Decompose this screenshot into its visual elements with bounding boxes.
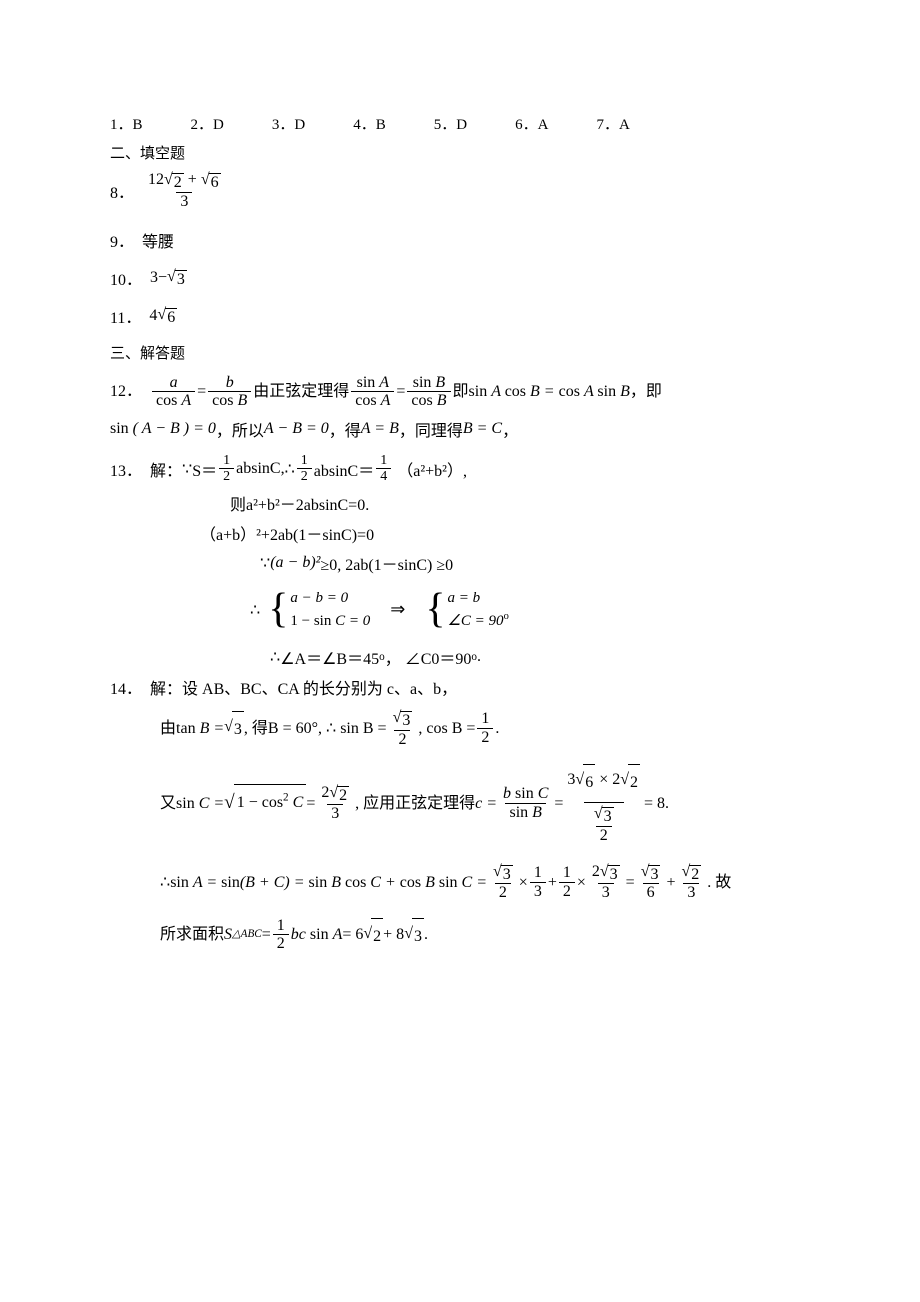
q12-eq5: B = C [463,420,502,438]
q14-line4: 所求面积 S△ABC = 12 bc sin A = 6 √2 + 8 √3 . [110,916,810,954]
q14-line3: ∴ sin A = sin(B + C) = sin B cos C + cos… [110,863,810,902]
q8-fraction: 12√2 + √6 3 [144,171,225,210]
q13-line1: 13． 解： ∵ S＝ 12 absinC, ∴ 12 absinC＝ 14 （… [110,453,810,485]
section-3-heading: 三、解答题 [110,342,810,363]
mc-item-6: 6．A [515,115,548,136]
q14-line1: 由 tan B = √3 , 得B = 60°, ∴ sin B = √32 ,… [110,709,810,748]
page-content: 1．B 2．D 3．D 4．B 5．D 6．A 7．A 二、填空题 8． 12√… [0,0,920,954]
mc-item-7: 7．A [597,115,630,136]
q12-line2: sin ( A − B ) = 0 ，所以 A − B = 0 ，得 A = B… [110,417,810,441]
q8-label: 8． [110,179,134,203]
q9-label: 9． [110,228,134,252]
mc-item-4: 4．B [353,115,386,136]
q13-system-left: { a − b = 0 1 − sin C = 0 [268,587,370,632]
q13-line2: 则 a²+b²－2absinC=0. [110,491,810,515]
q13-arrow: ⇒ [390,599,405,620]
q11-label: 11． [110,304,141,328]
mc-num: 1 [110,117,118,133]
q11-line: 11． 4√6 [110,304,810,328]
q12-eq3: A − B = 0 [264,420,329,438]
q13-line3: （a+b）²+2ab(1－sinC)=0 [110,521,810,545]
q12-eq4: A = B [361,420,399,438]
q12-eq2: sin ( A − B ) = 0 [110,420,216,438]
q13-line5: ∴ { a − b = 0 1 − sin C = 0 ⇒ { a = b ∠C… [110,587,810,633]
q9-line: 9． 等腰 [110,228,810,252]
q12-eq1: sin A cos B = cos A sin B [469,371,630,413]
q8-line: 8． 12√2 + √6 3 [110,171,810,210]
q13-system-right: { a = b ∠C = 90o [425,587,509,633]
section-2-heading: 二、填空题 [110,142,810,163]
q12-text2: 即 [453,371,469,413]
mc-item-5: 5．D [434,115,467,136]
q13-line6: ∴ ∠A＝∠B＝45o ， ∠C0＝90o . [110,645,810,669]
q14-intro: 14． 解：设 AB、BC、CA 的长分别为 c、a、b， [110,679,810,701]
q13-line4: ∵ (a − b)² ≥0, 2ab(1－sinC) ≥0 [110,551,810,575]
q12-label: 12． [110,371,142,413]
q10-line: 10． 3 − √3 [110,266,810,290]
mc-item-1: 1．B [110,115,143,136]
q12-text1: 由正弦定理得 [253,371,349,413]
q13-label: 13． [110,457,142,481]
q14-label: 14． [110,679,142,701]
q14-block: 14． 解：设 AB、BC、CA 的长分别为 c、a、b， 由 tan B = … [110,679,810,954]
q10-label: 10． [110,266,142,290]
q12-line1: 12． acos A = bcos B 由正弦定理得 sin Acos A = … [110,371,810,413]
q12-text3: ，即 [630,371,662,413]
mc-item-2: 2．D [191,115,224,136]
mc-answers-row: 1．B 2．D 3．D 4．B 5．D 6．A 7．A [110,115,810,136]
q14-nested-frac: 3√6 × 2√2 √32 [563,762,644,844]
q14-line2: 又 sin C = √1 − cos2 C = 2√23 , 应用正弦定理得 c… [110,762,810,844]
mc-item-3: 3．D [272,115,305,136]
mc-ans: B [133,117,143,133]
q9-answer: 等腰 [142,228,174,252]
